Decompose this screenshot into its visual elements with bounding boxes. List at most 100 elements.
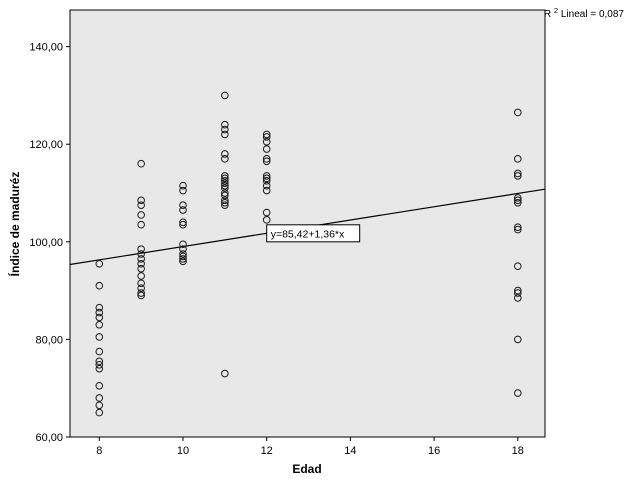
x-tick-label: 18 [512, 445, 524, 457]
x-tick-label: 8 [96, 445, 102, 457]
data-point [137, 196, 145, 205]
data-point [262, 130, 271, 139]
y-tick-label: 100,00 [29, 237, 63, 249]
data-point [262, 174, 271, 183]
data-point [179, 255, 187, 263]
data-point [137, 264, 145, 273]
data-point [513, 335, 522, 344]
data-point [137, 211, 145, 219]
data-point [137, 284, 145, 292]
data-point [262, 155, 271, 163]
data-point [221, 181, 229, 190]
data-point [262, 181, 271, 190]
data-point [137, 250, 145, 258]
data-point [221, 91, 229, 100]
data-point [262, 133, 271, 141]
data-point [137, 289, 145, 297]
data-point [513, 389, 522, 397]
y-tick-label: 80,00 [35, 334, 63, 346]
data-point [513, 172, 522, 180]
data-point [221, 174, 229, 183]
data-point [262, 157, 271, 166]
data-point [513, 155, 522, 163]
data-point [137, 159, 145, 168]
data-point [221, 196, 229, 205]
data-point [95, 333, 104, 341]
regression-equation-box [266, 224, 361, 243]
r2-base: R [544, 9, 551, 20]
data-point [262, 172, 271, 180]
data-point [513, 196, 522, 205]
data-point [179, 240, 187, 249]
data-point [95, 320, 104, 329]
y-tick-label: 60,00 [35, 432, 63, 444]
x-axis-title: Edad [292, 462, 321, 476]
r-squared-label: R 2 Lineal = 0,087 [544, 5, 625, 20]
data-point [137, 201, 145, 209]
data-point [513, 294, 522, 302]
data-point [95, 347, 104, 356]
data-point [95, 281, 104, 290]
x-tick-label: 12 [261, 445, 273, 457]
data-point [179, 252, 187, 261]
data-point [95, 360, 104, 369]
data-point [95, 308, 104, 317]
data-point [137, 272, 145, 280]
data-point [513, 262, 522, 271]
data-point [262, 208, 271, 217]
data-point [513, 225, 522, 234]
regression-equation-annotation: y=85,42+1,36*x [266, 224, 361, 243]
data-point [221, 184, 229, 192]
data-point [221, 125, 229, 134]
data-point [137, 255, 145, 263]
data-point [221, 179, 229, 188]
data-point [221, 177, 229, 185]
data-point [513, 289, 522, 297]
data-point [137, 279, 145, 288]
data-point [221, 172, 229, 180]
r2-superscript: 2 [554, 6, 558, 15]
data-point [513, 108, 522, 117]
data-point [262, 145, 271, 153]
data-point [179, 186, 187, 195]
y-axis-title: Índice de maduréz [7, 172, 22, 277]
data-point [137, 259, 145, 268]
data-point [179, 181, 187, 190]
data-point [262, 216, 271, 224]
axis-ticks: 8 10 12 14 16 18 60,00 80,00 100,00 120,00 140,00 [29, 42, 524, 457]
data-point [95, 364, 104, 373]
data-point [179, 220, 187, 229]
data-point [221, 120, 229, 129]
x-tick-label: 16 [428, 445, 440, 457]
data-point [95, 401, 104, 410]
data-points-layer [95, 91, 522, 417]
data-point [221, 369, 229, 378]
data-point [179, 201, 187, 209]
data-point [221, 155, 229, 163]
data-point [95, 303, 104, 312]
data-point [513, 194, 522, 202]
data-point [179, 250, 187, 258]
data-point [95, 394, 104, 402]
data-point [137, 245, 145, 253]
data-point [179, 257, 187, 266]
x-tick-label: 10 [177, 445, 189, 457]
data-point [262, 186, 271, 195]
data-point [513, 286, 522, 295]
plot-area [69, 9, 546, 438]
data-point [95, 259, 104, 268]
x-tick-label: 14 [344, 445, 356, 457]
data-point [221, 201, 229, 209]
data-point [221, 198, 229, 207]
regression-equation-label: y=85,42+1,36*x [271, 228, 345, 240]
y-tick-label: 140,00 [29, 42, 63, 54]
data-point [95, 313, 104, 322]
data-point [513, 223, 522, 231]
data-point [179, 245, 187, 253]
data-point [221, 191, 229, 200]
data-point [95, 381, 104, 390]
data-point [221, 189, 229, 197]
data-point [137, 220, 145, 229]
